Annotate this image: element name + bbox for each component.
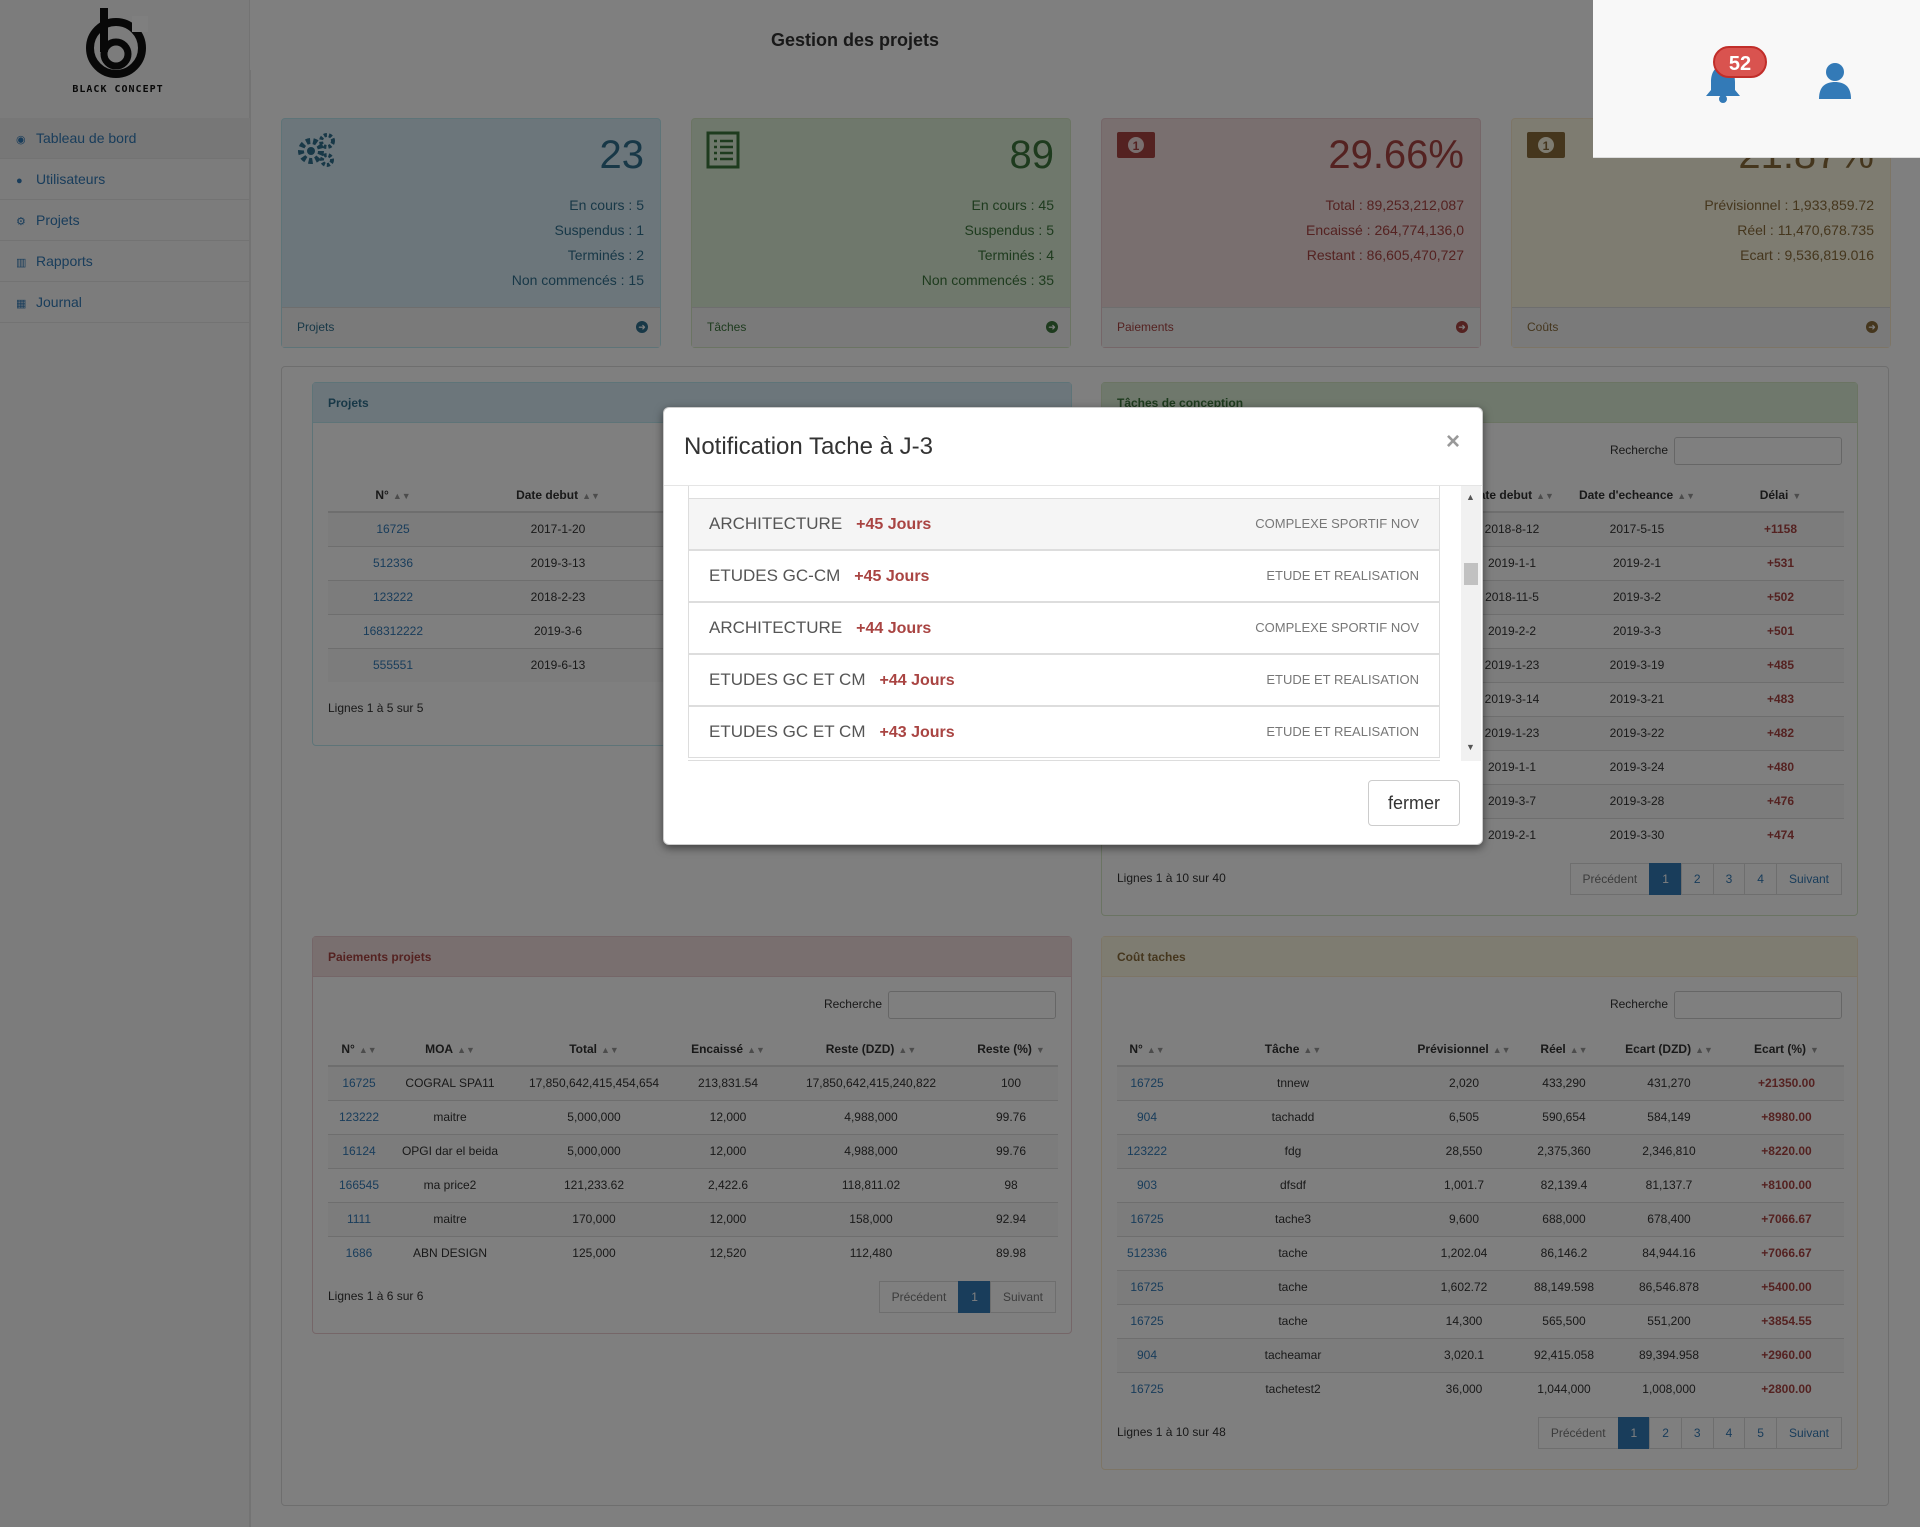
task-name: ARCHITECTURE [709,514,843,533]
scroll-up-icon[interactable]: ▲ [1466,492,1475,502]
top-navbar [1593,0,1920,158]
list-item[interactable]: ARCHITECTURE +44 Jours COMPLEXE SPORTIF NO… [688,602,1440,654]
task-days: +44 Jours [856,620,932,637]
task-days: +45 Jours [856,516,932,533]
scrollbar[interactable]: ▲ ▼ [1461,486,1481,761]
close-button[interactable]: fermer [1368,780,1460,826]
notification-count-badge[interactable]: 52 [1713,46,1767,78]
task-days: +45 Jours [854,568,930,585]
task-days: +44 Jours [879,672,955,689]
project-name: ETUDE ET REALISATION [1266,724,1419,739]
list-item[interactable]: ETUDES GC ET CM +44 Jours ETUDE ET REALISA… [688,654,1440,706]
user-icon[interactable] [1818,62,1852,100]
project-name: ETUDE ET REALISATION [1266,672,1419,687]
task-name: ETUDES GC ET CM [709,722,866,741]
task-days: +43 Jours [879,724,955,741]
task-name: ETUDES GC ET CM [709,670,866,689]
project-name: ETUDE ET REALISATION [1266,568,1419,583]
notification-list: ARCHITECTURE +45 Jours COMPLEXE SPORTIF NO… [688,486,1440,761]
task-name: ARCHITECTURE [709,618,843,637]
scrollbar-thumb[interactable] [1464,563,1478,585]
modal-title: Notification Tache à J-3 [664,408,1482,486]
scroll-down-icon[interactable]: ▼ [1466,742,1475,752]
project-name: COMPLEXE SPORTIF NOV [1255,620,1419,635]
notification-modal: Notification Tache à J-3 × ARCHITECTURE +… [663,407,1483,845]
list-item[interactable]: ARCHITECTURE +45 Jours COMPLEXE SPORTIF NO… [688,498,1440,550]
project-name: COMPLEXE SPORTIF NOV [1255,516,1419,531]
task-name: ETUDES GC-CM [709,566,841,585]
close-icon[interactable]: × [1445,428,1460,455]
list-item[interactable]: ETUDES GC ET CM +43 Jours ETUDE ET REALISA… [688,706,1440,758]
list-item[interactable]: ETUDES GC-CM +45 Jours ETUDE ET REALISATIO… [688,550,1440,602]
